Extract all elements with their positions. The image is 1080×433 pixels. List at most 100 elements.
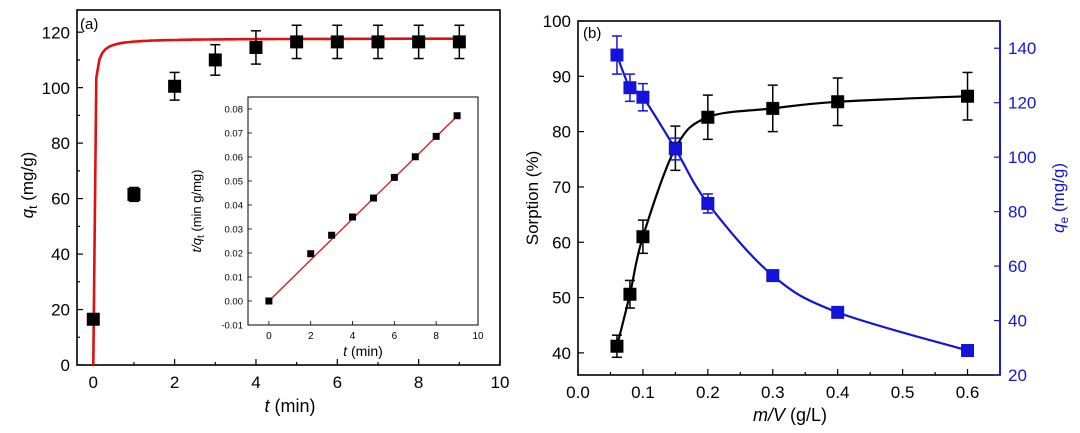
data-point bbox=[432, 132, 440, 140]
inset-x-axis-label: t (min) bbox=[343, 343, 383, 359]
y-tick-label: 40 bbox=[552, 344, 571, 363]
panel-b-dosage-chart: (b) 0.0 0.1 0.2 0.3 0.4 0.5 0.6 40 50 60 70 80 90 100… bbox=[523, 12, 1071, 425]
data-point bbox=[265, 297, 273, 305]
x-tick-label: 4 bbox=[350, 331, 356, 342]
x-tick-label: 0 bbox=[89, 373, 98, 392]
qe-curve bbox=[615, 54, 968, 352]
y-tick-label: 70 bbox=[552, 178, 571, 197]
data-point bbox=[290, 35, 304, 49]
x-tick-label: 0.3 bbox=[761, 383, 785, 402]
panel-b-plot-frame bbox=[577, 20, 1001, 376]
qe-data-point bbox=[766, 269, 780, 283]
y-tick-label: 100 bbox=[42, 79, 70, 98]
y-tick-label: 0 bbox=[61, 356, 70, 375]
y-tick-label: 80 bbox=[552, 123, 571, 142]
y2-tick-label: 80 bbox=[1008, 203, 1027, 222]
y-tick-label: 0.03 bbox=[225, 224, 244, 235]
y-tick-label: 60 bbox=[51, 190, 70, 209]
panel-a-inset-chart: 0 2 4 6 8 10 -0.01 0.00 0.01 0.02 0.03 0.04 0.05 0.06… bbox=[189, 96, 484, 359]
sorption-data-point bbox=[766, 101, 780, 115]
y-tick-label: 0.02 bbox=[225, 248, 244, 259]
data-point bbox=[328, 231, 336, 239]
sorption-data-point bbox=[831, 95, 845, 109]
x-tick-label: 8 bbox=[414, 373, 423, 392]
y-tick-label: 0.08 bbox=[225, 104, 244, 115]
data-point bbox=[369, 194, 377, 202]
y-tick-label: -0.01 bbox=[221, 320, 243, 331]
data-point bbox=[208, 53, 222, 67]
y2-tick-label: 20 bbox=[1008, 366, 1027, 385]
y-tick-label: 0.07 bbox=[225, 128, 244, 139]
y2-tick-label: 100 bbox=[1008, 148, 1036, 167]
qe-data-point bbox=[610, 48, 624, 62]
x-tick-label: 0 bbox=[266, 331, 272, 342]
data-point bbox=[330, 35, 344, 49]
sorption-data-point bbox=[610, 339, 624, 353]
data-point bbox=[452, 35, 466, 49]
y-tick-label: 40 bbox=[51, 245, 70, 264]
data-point bbox=[412, 35, 426, 49]
x-tick-label: 10 bbox=[491, 373, 510, 392]
panel-a-label: (a) bbox=[80, 16, 98, 33]
qe-data-point bbox=[636, 90, 650, 104]
fit-curve bbox=[92, 37, 460, 366]
y-tick-label: 0.05 bbox=[225, 176, 244, 187]
y2-tick-label: 60 bbox=[1008, 257, 1027, 276]
y-tick-label: 50 bbox=[552, 289, 571, 308]
y-tick-label: 100 bbox=[543, 12, 571, 31]
y-tick-label: 20 bbox=[51, 301, 70, 320]
y2-tick-label: 120 bbox=[1008, 94, 1036, 113]
data-point bbox=[411, 153, 419, 161]
x-tick-label: 8 bbox=[433, 331, 439, 342]
sorption-data-point bbox=[961, 89, 975, 103]
x-tick-label: 6 bbox=[392, 331, 398, 342]
sorption-data-point bbox=[636, 230, 650, 244]
data-point bbox=[249, 40, 263, 54]
x-tick-label: 0.1 bbox=[631, 383, 655, 402]
data-point bbox=[127, 187, 141, 201]
panel-a-plot-frame bbox=[76, 9, 501, 366]
inset-marks: 0 2 4 6 8 10 -0.01 0.00 0.01 0.02 0.03 0.04 0.05 0.06… bbox=[221, 104, 484, 342]
sorption-data-point bbox=[701, 110, 715, 124]
sorption-data-point bbox=[623, 287, 637, 301]
data-point bbox=[86, 312, 100, 326]
data-point bbox=[371, 35, 385, 49]
x-tick-label: 0.5 bbox=[891, 383, 915, 402]
panel-b-y-axis-label: Sorption (%) bbox=[523, 151, 542, 245]
data-point bbox=[453, 112, 461, 120]
data-point bbox=[349, 213, 357, 221]
panel-b-marks: 0.0 0.1 0.2 0.3 0.4 0.5 0.6 40 50 60 70 80 90 100 20 40… bbox=[543, 12, 1037, 402]
x-tick-label: 0.4 bbox=[826, 383, 850, 402]
panel-b-label: (b) bbox=[583, 25, 601, 42]
inset-plot-frame bbox=[247, 96, 479, 326]
qe-data-point bbox=[701, 196, 715, 210]
x-tick-label: 4 bbox=[251, 373, 260, 392]
qe-data-point bbox=[623, 81, 637, 95]
data-point bbox=[168, 79, 182, 93]
panel-a-y-axis-label: qt (mg/g) bbox=[18, 152, 40, 219]
y2-tick-label: 40 bbox=[1008, 312, 1027, 331]
y-tick-label: 120 bbox=[42, 23, 70, 42]
x-tick-label: 0.2 bbox=[696, 383, 720, 402]
qe-data-point bbox=[831, 305, 845, 319]
y-tick-label: 0.00 bbox=[225, 296, 244, 307]
y-tick-label: 0.01 bbox=[225, 272, 244, 283]
panel-b-secondary-y-axis-label: qe (mg/g) bbox=[1049, 163, 1071, 233]
x-tick-label: 2 bbox=[170, 373, 179, 392]
y-tick-label: 90 bbox=[552, 67, 571, 86]
y2-tick-label: 140 bbox=[1008, 39, 1036, 58]
y-tick-label: 0.06 bbox=[225, 152, 244, 163]
x-tick-label: 10 bbox=[472, 331, 484, 342]
panel-a-x-axis-label: t (min) bbox=[264, 396, 315, 416]
x-tick-label: 0.6 bbox=[956, 383, 980, 402]
x-tick-label: 6 bbox=[333, 373, 342, 392]
fit-line bbox=[268, 115, 458, 302]
inset-background bbox=[228, 97, 478, 325]
panel-b-x-axis-label: m/V (g/L) bbox=[753, 405, 827, 425]
x-tick-label: 0.0 bbox=[566, 383, 590, 402]
inset-y-axis-label: t/qt (min g/mg) bbox=[189, 170, 207, 253]
x-tick-label: 2 bbox=[308, 331, 314, 342]
